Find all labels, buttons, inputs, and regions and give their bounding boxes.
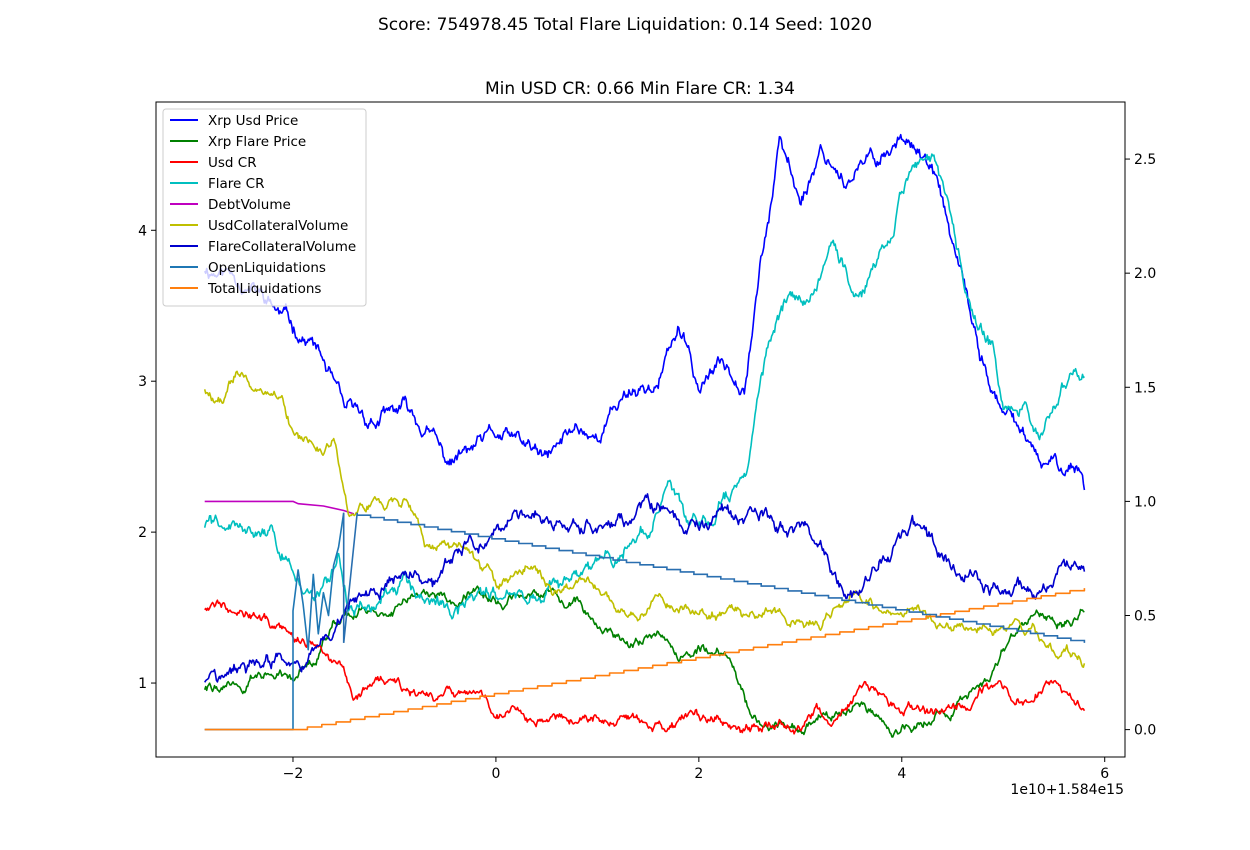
y-right-tick-label: 1.5 <box>1134 380 1156 396</box>
series-line-openliquidations <box>204 512 345 731</box>
legend-label: FlareCollateralVolume <box>208 239 356 255</box>
y-left-tick-label: 3 <box>138 374 147 390</box>
y-right-tick-label: 2.0 <box>1134 266 1156 282</box>
y-left-tick-label: 2 <box>138 525 147 541</box>
x-tick-label: 2 <box>694 766 703 782</box>
x-tick-label: 0 <box>491 766 500 782</box>
x-tick-label: −2 <box>283 766 304 782</box>
axes-title: Min USD CR: 0.66 Min Flare CR: 1.34 <box>485 79 795 99</box>
legend-label: Usd CR <box>208 155 257 171</box>
figure-suptitle: Score: 754978.45 Total Flare Liquidation… <box>378 15 872 35</box>
legend-label: Xrp Flare Price <box>208 134 306 150</box>
y-right-tick-label: 1.0 <box>1134 494 1156 510</box>
y-left-tick-label: 1 <box>138 676 147 692</box>
legend-label: DebtVolume <box>208 197 291 213</box>
series-line-declining-step <box>342 512 1086 643</box>
y-left-tick-label: 4 <box>138 223 147 239</box>
series-line-xrp-usd-price <box>203 133 1086 491</box>
series-line-flarecollateralvolume <box>204 493 1086 683</box>
legend-label: UsdCollateralVolume <box>208 218 348 234</box>
x-offset-label: 1e10+1.584e15 <box>1010 782 1124 798</box>
y-right-tick-label: 2.5 <box>1134 152 1156 168</box>
series-line-usd-cr <box>204 599 1086 735</box>
legend-label: TotalLiquidations <box>207 281 321 297</box>
series-line-flare-cr <box>203 153 1085 620</box>
y-right-tick-label: 0.5 <box>1134 609 1156 625</box>
axes-frame <box>155 101 1126 758</box>
series-line-totalliquidations <box>204 588 1086 731</box>
series-line-debtvolume <box>204 500 355 515</box>
legend: Xrp Usd Price Xrp Flare Price Usd CR Flare … <box>162 108 367 307</box>
legend-label: Xrp Usd Price <box>208 113 298 129</box>
plot-area <box>203 133 1086 738</box>
legend-label: OpenLiquidations <box>208 260 326 276</box>
axis-ticks: −2 0 2 4 6 1 2 3 4 0.0 0.5 1.0 1.5 2.0 2.5 <box>138 152 1156 782</box>
series-line-usdcollateralvolume <box>203 370 1086 668</box>
y-right-tick-label: 0.0 <box>1134 723 1156 739</box>
x-tick-label: 4 <box>897 766 906 782</box>
legend-box <box>162 108 367 307</box>
legend-label: Flare CR <box>208 176 264 192</box>
x-tick-label: 6 <box>1100 766 1109 782</box>
